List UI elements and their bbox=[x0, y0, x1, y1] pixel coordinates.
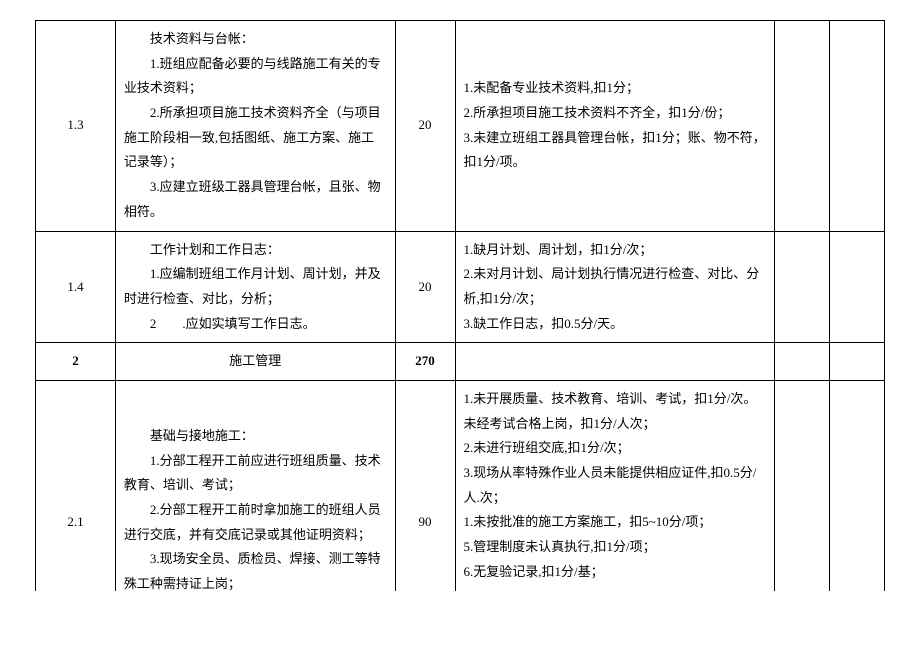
desc-item: 3.现场安全员、质检员、焊接、测工等特殊工种需持证上岗； bbox=[124, 547, 387, 591]
row-description: 工作计划和工作日志：1.应编制班组工作月计划、周计划，并及时进行检查、对比，分析… bbox=[115, 231, 395, 343]
deduct-item: 3.缺工作日志，扣0.5分/天。 bbox=[464, 312, 767, 337]
deduct-item: 1.缺月计划、周计划，扣1分/次； bbox=[464, 238, 767, 263]
row-number: 1.4 bbox=[36, 231, 116, 343]
deduct-item: 5.管理制度未认真执行,扣1分/项； bbox=[464, 535, 767, 560]
table-row: 1.3技术资料与台帐：1.班组应配备必要的与线路施工有关的专业技术资料；2.所承… bbox=[36, 21, 885, 232]
row-description: 基础与接地施工：1.分部工程开工前应进行班组质量、技术教育、培训、考试；2.分部… bbox=[115, 380, 395, 591]
table-row: 2.1基础与接地施工：1.分部工程开工前应进行班组质量、技术教育、培训、考试；2… bbox=[36, 380, 885, 591]
empty-cell bbox=[775, 21, 830, 232]
empty-cell bbox=[775, 343, 830, 381]
deduct-item: 1.未按批准的施工方案施工，扣5~10分/项； bbox=[464, 510, 767, 535]
row-deductions bbox=[455, 343, 775, 381]
row-score: 90 bbox=[395, 380, 455, 591]
deduct-item bbox=[464, 584, 767, 591]
desc-heading: 工作计划和工作日志： bbox=[124, 238, 387, 263]
table-row: 1.4工作计划和工作日志：1.应编制班组工作月计划、周计划，并及时进行检查、对比… bbox=[36, 231, 885, 343]
deduct-item: 6.无复验记录,扣1分/基； bbox=[464, 560, 767, 585]
row-deductions: 1.未开展质量、技术教育、培训、考试，扣1分/次。未经考试合格上岗，扣1分/人次… bbox=[455, 380, 775, 591]
desc-heading: 技术资料与台帐： bbox=[124, 27, 387, 52]
desc-item: 3.应建立班级工器具管理台帐，且张、物相符。 bbox=[124, 175, 387, 224]
assessment-table: 1.3技术资料与台帐：1.班组应配备必要的与线路施工有关的专业技术资料；2.所承… bbox=[35, 20, 885, 591]
row-score: 20 bbox=[395, 21, 455, 232]
row-number: 1.3 bbox=[36, 21, 116, 232]
desc-item: 2.所承担项目施工技术资料齐全（与项目施工阶段相一致,包括图纸、施工方案、施工记… bbox=[124, 101, 387, 175]
deduct-item: 2.所承担项目施工技术资料不齐全，扣1分/份； bbox=[464, 101, 767, 126]
table-row: 2施工管理270 bbox=[36, 343, 885, 381]
row-description: 技术资料与台帐：1.班组应配备必要的与线路施工有关的专业技术资料；2.所承担项目… bbox=[115, 21, 395, 232]
deduct-item: 1.未配备专业技术资料,扣1分； bbox=[464, 76, 767, 101]
row-number: 2.1 bbox=[36, 380, 116, 591]
empty-cell bbox=[775, 231, 830, 343]
empty-cell bbox=[830, 343, 885, 381]
desc-item: 2 .应如实填写工作日志。 bbox=[124, 312, 387, 337]
desc-item: 1.班组应配备必要的与线路施工有关的专业技术资料； bbox=[124, 52, 387, 101]
row-description: 施工管理 bbox=[115, 343, 395, 381]
row-score: 20 bbox=[395, 231, 455, 343]
row-deductions: 1.缺月计划、周计划，扣1分/次；2.未对月计划、局计划执行情况进行检查、对比、… bbox=[455, 231, 775, 343]
deduct-item: 3.未建立班组工器具管理台帐，扣1分；账、物不符，扣1分/项。 bbox=[464, 126, 767, 175]
desc-item: 2.分部工程开工前时拿加施工的班组人员进行交底，并有交底记录或其他证明资料； bbox=[124, 498, 387, 547]
row-number: 2 bbox=[36, 343, 116, 381]
deduct-item: 2.未对月计划、局计划执行情况进行检查、对比、分析,扣1分/次； bbox=[464, 262, 767, 311]
desc-item: 1.分部工程开工前应进行班组质量、技术教育、培训、考试； bbox=[124, 449, 387, 498]
deduct-item: 1.未开展质量、技术教育、培训、考试，扣1分/次。未经考试合格上岗，扣1分/人次… bbox=[464, 387, 767, 436]
empty-cell bbox=[830, 21, 885, 232]
desc-item: 1.应编制班组工作月计划、周计划，并及时进行检查、对比，分析； bbox=[124, 262, 387, 311]
empty-cell bbox=[830, 231, 885, 343]
desc-heading: 基础与接地施工： bbox=[124, 424, 387, 449]
empty-cell bbox=[830, 380, 885, 591]
row-score: 270 bbox=[395, 343, 455, 381]
empty-cell bbox=[775, 380, 830, 591]
deduct-item: 2.未进行班组交底,扣1分/次； bbox=[464, 436, 767, 461]
row-deductions: 1.未配备专业技术资料,扣1分；2.所承担项目施工技术资料不齐全，扣1分/份；3… bbox=[455, 21, 775, 232]
deduct-item: 3.现场从率特殊作业人员未能提供相应证件,扣0.5分/人.次； bbox=[464, 461, 767, 510]
